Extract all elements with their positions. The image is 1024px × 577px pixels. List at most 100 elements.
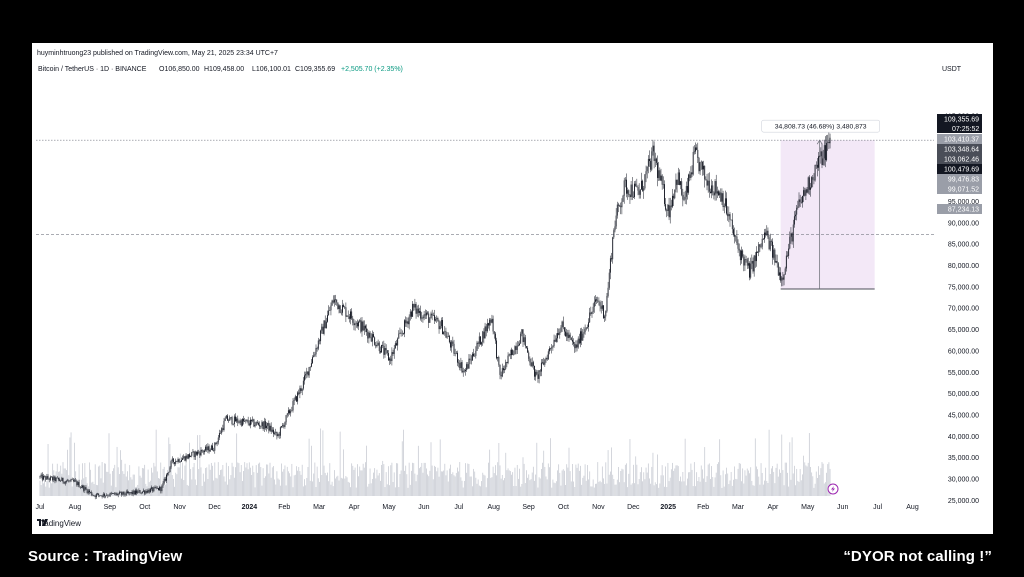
- volume-bar: [449, 468, 450, 496]
- candle-body: [237, 418, 239, 423]
- candle-body: [72, 479, 74, 482]
- volume-bar: [61, 473, 63, 496]
- y-tick-label: 85,000.00: [948, 242, 979, 249]
- tradingview-logo[interactable]: TradingView: [37, 519, 81, 528]
- candle-body: [522, 329, 524, 343]
- volume-bar: [668, 481, 670, 496]
- volume-bar: [409, 484, 411, 496]
- candle-body: [450, 342, 451, 348]
- volume-bar: [411, 470, 412, 496]
- candle-body: [546, 358, 548, 360]
- volume-bar: [681, 481, 683, 496]
- volume-bar: [189, 442, 190, 496]
- chart-svg[interactable]: huyminhtruong23 published on TradingView…: [32, 43, 993, 534]
- candle-body: [183, 456, 185, 459]
- volume-bar: [229, 479, 231, 496]
- volume-bar: [818, 466, 819, 496]
- volume-bar: [708, 463, 710, 496]
- volume-bar: [551, 487, 553, 496]
- volume-bar: [534, 480, 535, 496]
- candle-body: [404, 320, 405, 334]
- volume-bar: [794, 465, 795, 496]
- candle-body: [239, 420, 241, 423]
- volume-bar: [593, 487, 595, 496]
- volume-bar: [820, 468, 822, 496]
- lightning-icon[interactable]: [827, 483, 839, 495]
- candle-body: [246, 419, 248, 421]
- volume-bar: [357, 464, 358, 496]
- volume-bar: [283, 469, 285, 496]
- volume-bar: [384, 487, 386, 496]
- volume-bar: [519, 468, 520, 496]
- volume-bar: [354, 467, 356, 496]
- candle-body: [147, 489, 149, 493]
- candle-body: [47, 476, 49, 479]
- candle-body: [460, 362, 462, 369]
- candle-body: [637, 187, 639, 191]
- volume-bar: [93, 484, 95, 496]
- x-tick-label: Aug: [906, 504, 919, 511]
- volume-bar: [665, 466, 666, 496]
- candle-body: [136, 490, 138, 494]
- candle-body: [473, 353, 474, 356]
- volume-bar: [147, 469, 149, 496]
- candle-body: [752, 260, 754, 272]
- volume-bar: [505, 452, 507, 496]
- candle-body: [193, 451, 195, 458]
- candle-body: [277, 434, 279, 437]
- volume-bar: [233, 477, 235, 496]
- volume-bar: [348, 482, 350, 496]
- volume-bar: [481, 481, 482, 496]
- volume-bar: [44, 478, 45, 496]
- candle-body: [624, 179, 626, 181]
- volume-bar: [91, 482, 93, 496]
- volume-bar: [742, 468, 744, 496]
- volume-bar: [92, 481, 94, 496]
- volume-bar: [322, 430, 324, 496]
- candle-body: [673, 195, 675, 199]
- volume-bar: [143, 468, 144, 496]
- candle-body: [661, 175, 663, 185]
- candle-body: [644, 174, 646, 189]
- x-axis[interactable]: Jul Aug Sep Oct Nov Dec 2024 Feb Mar Apr May Jun Jul…: [36, 504, 919, 511]
- candle-body: [304, 375, 305, 381]
- candle-body: [789, 236, 791, 249]
- candle-body: [829, 137, 831, 144]
- candle-body: [371, 334, 373, 342]
- candle-body: [729, 214, 731, 220]
- symbol-name[interactable]: Bitcoin / TetherUS · 1D · BINANCE: [38, 66, 147, 73]
- volume-bar: [314, 462, 316, 496]
- candle-body: [53, 476, 55, 481]
- volume-bar: [520, 486, 522, 496]
- volume-bar: [782, 470, 784, 496]
- volume-bar: [113, 468, 114, 496]
- volume-bar: [71, 486, 73, 496]
- candle-body: [716, 191, 718, 194]
- volume-bar: [570, 481, 572, 496]
- candle-body: [753, 255, 755, 272]
- candle-body: [308, 367, 310, 376]
- candle-body: [689, 174, 691, 178]
- price-label: 103,348.64: [944, 147, 979, 154]
- candle-body: [678, 172, 680, 185]
- candle-body: [738, 248, 740, 251]
- volume-bar: [715, 472, 717, 496]
- candle-body: [305, 374, 307, 376]
- volume-bar: [340, 477, 342, 496]
- candle-body: [820, 151, 822, 157]
- candle-body: [109, 492, 111, 496]
- volume-bar: [391, 462, 393, 496]
- volume-bar: [613, 479, 615, 496]
- currency-label[interactable]: USDT: [942, 66, 962, 73]
- volume-bar: [798, 481, 800, 496]
- volume-bar: [41, 477, 43, 496]
- candle-body: [292, 401, 294, 411]
- volume-bar: [343, 449, 344, 496]
- candle-body: [567, 332, 569, 339]
- candle-body: [508, 354, 510, 356]
- candle-body: [589, 312, 591, 323]
- candle-body: [446, 336, 448, 338]
- volume-bar: [500, 478, 502, 496]
- volume-bar: [403, 429, 404, 496]
- measure-tool[interactable]: 34,808.73 (46.68%) 3,480,873: [761, 119, 880, 290]
